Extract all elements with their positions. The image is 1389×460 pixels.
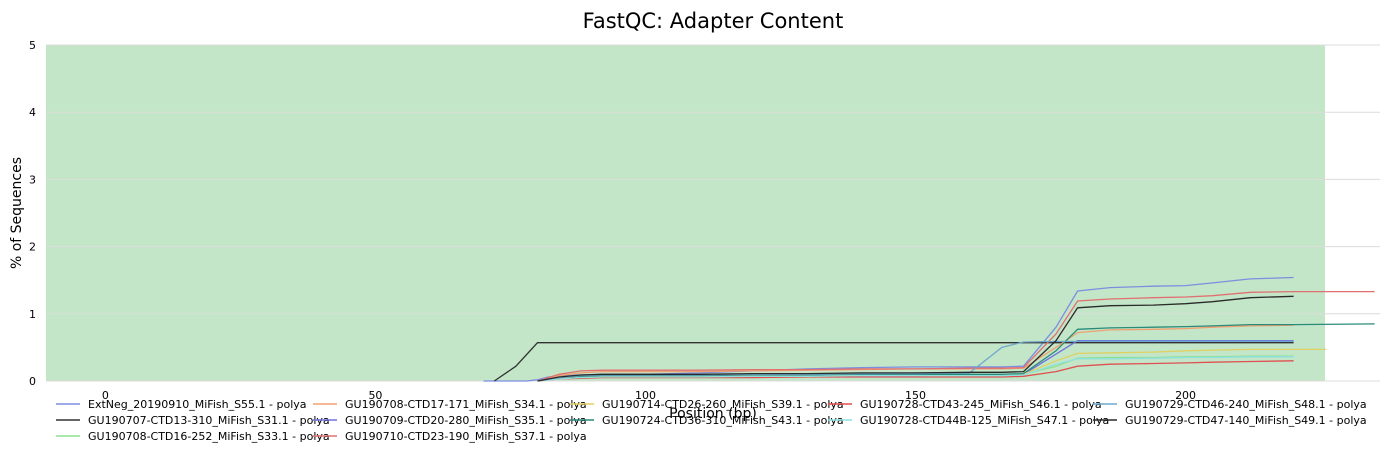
pass-zone-band — [46, 45, 1325, 381]
series-line — [537, 324, 1294, 382]
x-tick-labels: 0 50 100 150 200 — [102, 389, 1196, 402]
legend-label: GU190728-CTD44B-125_MiFish_S47.1 - polya — [860, 414, 1109, 427]
legend-label: GU190708-CTD16-252_MiFish_S33.1 - polya — [88, 430, 330, 443]
y-tick-label: 4 — [29, 106, 36, 119]
y-tick-label: 1 — [29, 308, 36, 321]
legend-label: GU190729-CTD47-140_MiFish_S49.1 - polya — [1125, 414, 1367, 427]
x-tick-label: 50 — [368, 389, 382, 402]
grid-lines — [46, 44, 1380, 382]
legend-label: ExtNeg_20190910_MiFish_S55.1 - polya — [88, 398, 307, 411]
legend: ExtNeg_20190910_MiFish_S55.1 - polya GU19… — [56, 398, 1367, 443]
legend-label: GU190707-CTD13-310_MiFish_S31.1 - polya — [88, 414, 330, 427]
y-tick-label: 5 — [29, 39, 36, 52]
series-line — [537, 356, 1294, 382]
series-line — [537, 295, 1294, 382]
legend-label: GU190708-CTD17-171_MiFish_S34.1 - polya — [345, 398, 587, 411]
x-tick-label: 0 — [102, 389, 109, 402]
series-line — [537, 290, 1375, 382]
y-tick-label: 2 — [29, 241, 36, 254]
y-tick-label: 3 — [29, 173, 36, 186]
y-tick-labels: 0 1 2 3 4 5 — [29, 39, 36, 388]
chart-title: FastQC: Adapter Content — [583, 9, 844, 33]
x-tick-label: 150 — [905, 389, 926, 402]
x-tick-label: 200 — [1175, 389, 1196, 402]
y-axis-title: % of Sequences — [9, 157, 25, 269]
legend-label: GU190728-CTD43-245_MiFish_S46.1 - polya — [860, 398, 1102, 411]
legend-label: GU190710-CTD23-190_MiFish_S37.1 - polya — [345, 430, 587, 443]
legend-label: GU190709-CTD20-280_MiFish_S35.1 - polya — [345, 414, 587, 427]
x-axis-title: Position (bp) — [669, 406, 757, 422]
series-line — [493, 342, 1294, 382]
legend-label: GU190714-CTD26-260_MiFish_S39.1 - polya — [602, 398, 844, 411]
y-tick-label: 0 — [29, 375, 36, 388]
series-lines — [483, 276, 1375, 382]
legend-label: GU190729-CTD46-240_MiFish_S48.1 - polya — [1125, 398, 1367, 411]
legend-label: GU190724-CTD36-310_MiFish_S43.1 - polya — [602, 414, 844, 427]
x-tick-label: 100 — [635, 389, 656, 402]
